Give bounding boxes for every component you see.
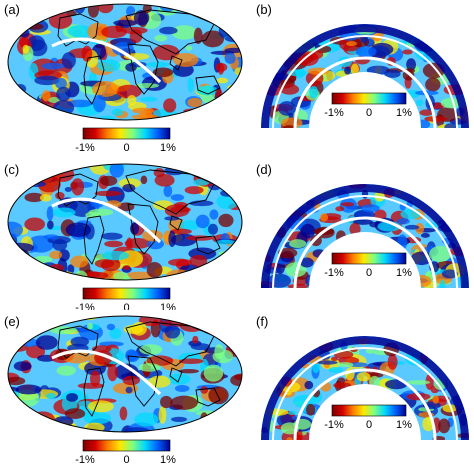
colorbar-min-label: -1%: [75, 302, 95, 310]
colorbar: [82, 287, 171, 300]
colorbar-mid-label: 0: [366, 267, 372, 279]
colorbar-min-label: -1%: [324, 267, 344, 279]
colorbar-mid-label: 0: [123, 142, 129, 154]
colorbar-min-label: -1%: [324, 107, 344, 119]
profile-line: [51, 197, 162, 244]
panel-f: (f) -1% 0 1%: [250, 312, 474, 468]
panel-label-f: (f): [256, 314, 269, 329]
panel-label-c: (c): [4, 162, 20, 177]
map-outline: [7, 3, 243, 121]
colorbar-max-label: 1%: [396, 267, 412, 279]
cross-section: [261, 184, 469, 288]
depth-arc: [293, 368, 437, 441]
colorbar-max-label: 1%: [160, 142, 176, 154]
depth-arc: [293, 216, 437, 289]
profile-line: [51, 37, 162, 84]
depth-arc: [293, 56, 437, 129]
map-outline: [7, 163, 243, 281]
panel-d: (d) -1% 0 1%: [250, 160, 474, 310]
panel-label-e: (e): [4, 314, 20, 329]
depth-arc: [272, 35, 458, 129]
colorbar: [331, 252, 407, 265]
panel-e: (e) -1% 0 1%: [0, 312, 250, 468]
panel-c: (c) -1% 0 1%: [0, 160, 250, 310]
colorbar-mid-label: 0: [123, 302, 129, 310]
colorbar: [82, 127, 171, 140]
colorbar-mid-label: 0: [366, 419, 372, 431]
colorbar: [82, 439, 171, 452]
section-d: -1% 0 1%: [261, 184, 469, 289]
section-f: -1% 0 1%: [261, 336, 469, 441]
cross-section: [261, 24, 469, 128]
cross-section: [261, 336, 469, 440]
colorbar-min-label: -1%: [324, 419, 344, 431]
colorbar-min-label: -1%: [75, 454, 95, 466]
profile-line: [51, 349, 162, 396]
map-a: -1% 0 1%: [7, 3, 243, 154]
panel-label-d: (d): [256, 162, 272, 177]
tomography-map: [8, 316, 242, 432]
coastlines: [57, 321, 221, 417]
map-outline: [7, 315, 243, 433]
tomography-map: [8, 164, 242, 280]
coastlines: [57, 9, 221, 105]
section-b: -1% 0 1%: [261, 24, 469, 129]
panel-label-b: (b): [256, 2, 272, 17]
colorbar-max-label: 1%: [160, 454, 176, 466]
colorbar-min-label: -1%: [75, 142, 95, 154]
depth-arc: [272, 347, 458, 441]
colorbar-mid-label: 0: [366, 107, 372, 119]
map-c: -1% 0 1%: [7, 163, 243, 310]
colorbar-max-label: 1%: [160, 302, 176, 310]
colorbar-max-label: 1%: [396, 107, 412, 119]
colorbar-max-label: 1%: [396, 419, 412, 431]
colorbar: [331, 92, 407, 105]
depth-arc: [272, 195, 458, 289]
panel-b: (b) -1% 0 1%: [250, 0, 474, 155]
panel-a: (a) -1% 0 1%: [0, 0, 250, 155]
panel-label-a: (a): [4, 2, 20, 17]
tomography-map: [8, 4, 242, 120]
map-e: -1% 0 1%: [7, 315, 243, 466]
colorbar: [331, 404, 407, 417]
coastlines: [57, 169, 221, 265]
colorbar-mid-label: 0: [123, 454, 129, 466]
